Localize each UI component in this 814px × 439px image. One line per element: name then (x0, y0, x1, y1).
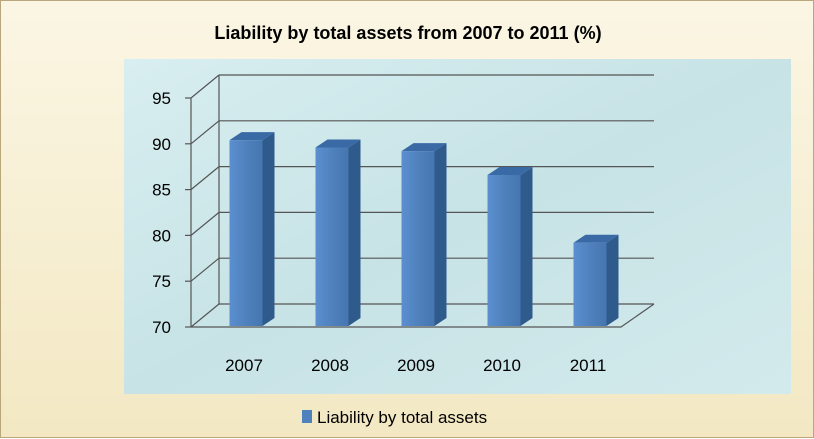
y-tick-label-90: 90 (152, 135, 171, 154)
x-tick-label-2009: 2009 (397, 356, 435, 375)
legend: Liability by total assets (302, 408, 487, 427)
y-tick-label-80: 80 (152, 226, 171, 245)
y-tick-label-85: 85 (152, 181, 171, 200)
y-tick-label-70: 70 (152, 318, 171, 337)
bar-2009 (401, 143, 447, 326)
grid-side-90 (190, 120, 220, 145)
grid-side-85 (190, 166, 220, 191)
floor-edge (191, 303, 655, 328)
bar-top-2010 (487, 166, 533, 175)
bar-top-2009 (401, 143, 447, 152)
chart-title: Liability by total assets from 2007 to 2… (214, 23, 601, 43)
bar-side-2011 (606, 234, 619, 326)
bar-top-2008 (315, 139, 361, 148)
bar-front-2007 (229, 140, 263, 326)
bar-2008 (315, 139, 361, 326)
bar-side-2008 (348, 139, 361, 326)
axes (185, 75, 655, 328)
bar-2007 (229, 132, 275, 326)
bar-top-2007 (229, 132, 275, 141)
bar-2010 (487, 166, 533, 326)
bar-top-2011 (573, 234, 619, 243)
grid-side-70 (190, 303, 220, 328)
bar-side-2009 (434, 143, 447, 326)
x-tick-label-2008: 2008 (311, 356, 349, 375)
y-tick-labels: 70 75 80 85 90 95 (152, 89, 171, 337)
plot-background (124, 59, 791, 394)
y-tick-label-95: 95 (152, 89, 171, 108)
grid-side-75 (190, 257, 220, 282)
x-tick-label-2010: 2010 (483, 356, 521, 375)
x-tick-labels: 2007 2008 2009 2010 2011 (225, 356, 606, 375)
bar-front-2008 (315, 147, 349, 326)
grid-side-80 (190, 211, 220, 236)
x-tick-label-2007: 2007 (225, 356, 263, 375)
bars (229, 132, 619, 326)
legend-swatch (302, 410, 312, 423)
bar-front-2011 (573, 242, 607, 326)
x-tick-label-2011: 2011 (570, 356, 607, 375)
grid-side-95 (190, 74, 220, 99)
bar-side-2010 (520, 166, 533, 326)
bar-2011 (573, 234, 619, 326)
legend-label: Liability by total assets (317, 408, 487, 427)
bar-front-2009 (401, 151, 435, 326)
bar-front-2010 (487, 174, 521, 326)
bar-side-2007 (262, 132, 275, 326)
y-tick-label-75: 75 (152, 272, 171, 291)
